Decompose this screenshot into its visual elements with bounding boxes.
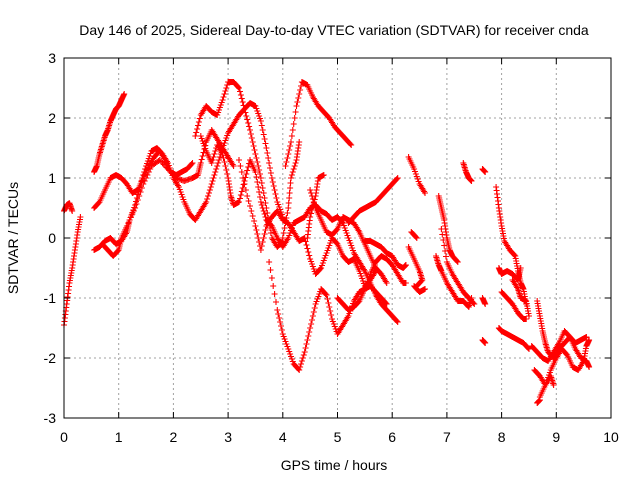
data-point-markers bbox=[282, 79, 355, 169]
series-track-31 bbox=[498, 289, 530, 322]
data-point-markers bbox=[495, 325, 532, 352]
series-track-33 bbox=[495, 325, 532, 352]
data-point-markers bbox=[435, 193, 461, 265]
data-point-markers bbox=[493, 184, 530, 307]
data-point-markers bbox=[509, 277, 532, 319]
data-point-markers bbox=[91, 91, 128, 175]
series-track-22 bbox=[435, 193, 461, 265]
data-point-markers bbox=[307, 187, 390, 286]
data-point-markers bbox=[411, 283, 428, 295]
data-point-markers bbox=[408, 229, 420, 241]
series-track-27 bbox=[479, 295, 489, 307]
x-tick-label: 4 bbox=[279, 429, 287, 445]
data-point-markers bbox=[479, 166, 489, 175]
series-track-37 bbox=[534, 298, 590, 361]
series-track-13 bbox=[307, 187, 390, 286]
x-tick-label: 2 bbox=[170, 429, 178, 445]
data-point-markers bbox=[433, 253, 475, 310]
y-tick-label: -2 bbox=[44, 350, 57, 366]
x-tick-label: 8 bbox=[498, 429, 506, 445]
data-point-markers bbox=[534, 298, 590, 361]
series-track-12 bbox=[279, 139, 303, 241]
x-tick-label: 9 bbox=[552, 429, 560, 445]
x-tick-label: 5 bbox=[334, 429, 342, 445]
x-axis-title: GPS time / hours bbox=[281, 457, 388, 473]
y-tick-label: 1 bbox=[48, 170, 56, 186]
data-point-markers bbox=[361, 238, 409, 271]
data-point-markers bbox=[479, 295, 489, 307]
y-tick-label: 3 bbox=[48, 50, 56, 66]
y-tick-label: 0 bbox=[48, 230, 56, 246]
y-axis-title: SDTVAR / TECUs bbox=[5, 182, 21, 294]
series-track-25 bbox=[460, 160, 475, 184]
series-track-2 bbox=[61, 200, 76, 214]
series-track-3 bbox=[91, 91, 128, 175]
series-track-16 bbox=[345, 175, 401, 226]
x-tick-label: 10 bbox=[603, 429, 619, 445]
data-point-markers bbox=[534, 397, 543, 406]
grid-lines bbox=[64, 58, 611, 418]
data-point-markers bbox=[479, 337, 489, 346]
y-tick-label: 2 bbox=[48, 110, 56, 126]
x-tick-label: 7 bbox=[443, 429, 451, 445]
series-track-19 bbox=[405, 244, 426, 289]
series-track-20 bbox=[411, 283, 428, 295]
series-track-11 bbox=[282, 79, 355, 169]
y-tick-label: -1 bbox=[44, 290, 57, 306]
data-marks bbox=[61, 79, 593, 406]
data-point-markers bbox=[405, 244, 426, 289]
series-track-38 bbox=[534, 397, 543, 406]
x-tick-label: 6 bbox=[388, 429, 396, 445]
series-track-17 bbox=[361, 238, 409, 271]
data-point-markers bbox=[334, 253, 409, 313]
y-tick-label: -3 bbox=[44, 410, 57, 426]
data-point-markers bbox=[345, 175, 401, 226]
data-point-markers bbox=[61, 200, 76, 214]
data-point-markers bbox=[405, 154, 428, 196]
series-track-32 bbox=[509, 277, 532, 319]
x-tick-label: 3 bbox=[224, 429, 232, 445]
series-track-24 bbox=[433, 253, 475, 310]
series-track-29 bbox=[493, 184, 530, 307]
data-point-markers bbox=[99, 127, 237, 259]
series-track-28 bbox=[479, 337, 489, 346]
data-point-markers bbox=[498, 289, 530, 322]
data-point-markers bbox=[460, 160, 475, 184]
axis-ticks: 0 1 2 3 4 5 6 7 8 9 10 -3 -2 -1 0 1 2 3 bbox=[44, 50, 619, 445]
series-track-30 bbox=[495, 265, 524, 283]
series-track-21 bbox=[408, 229, 420, 241]
series-track-14 bbox=[304, 172, 327, 241]
x-tick-label: 1 bbox=[115, 429, 123, 445]
data-point-markers bbox=[279, 139, 303, 241]
series-track-6 bbox=[99, 127, 237, 259]
data-point-markers bbox=[304, 172, 327, 241]
series-track-26 bbox=[479, 166, 489, 175]
series-track-7 bbox=[192, 79, 286, 250]
data-point-markers bbox=[495, 265, 524, 283]
series-track-15 bbox=[334, 253, 409, 313]
chart-title: Day 146 of 2025, Sidereal Day-to-day VTE… bbox=[79, 22, 589, 38]
data-point-markers bbox=[192, 79, 286, 250]
series-track-18 bbox=[405, 154, 428, 196]
x-tick-label: 0 bbox=[60, 429, 68, 445]
